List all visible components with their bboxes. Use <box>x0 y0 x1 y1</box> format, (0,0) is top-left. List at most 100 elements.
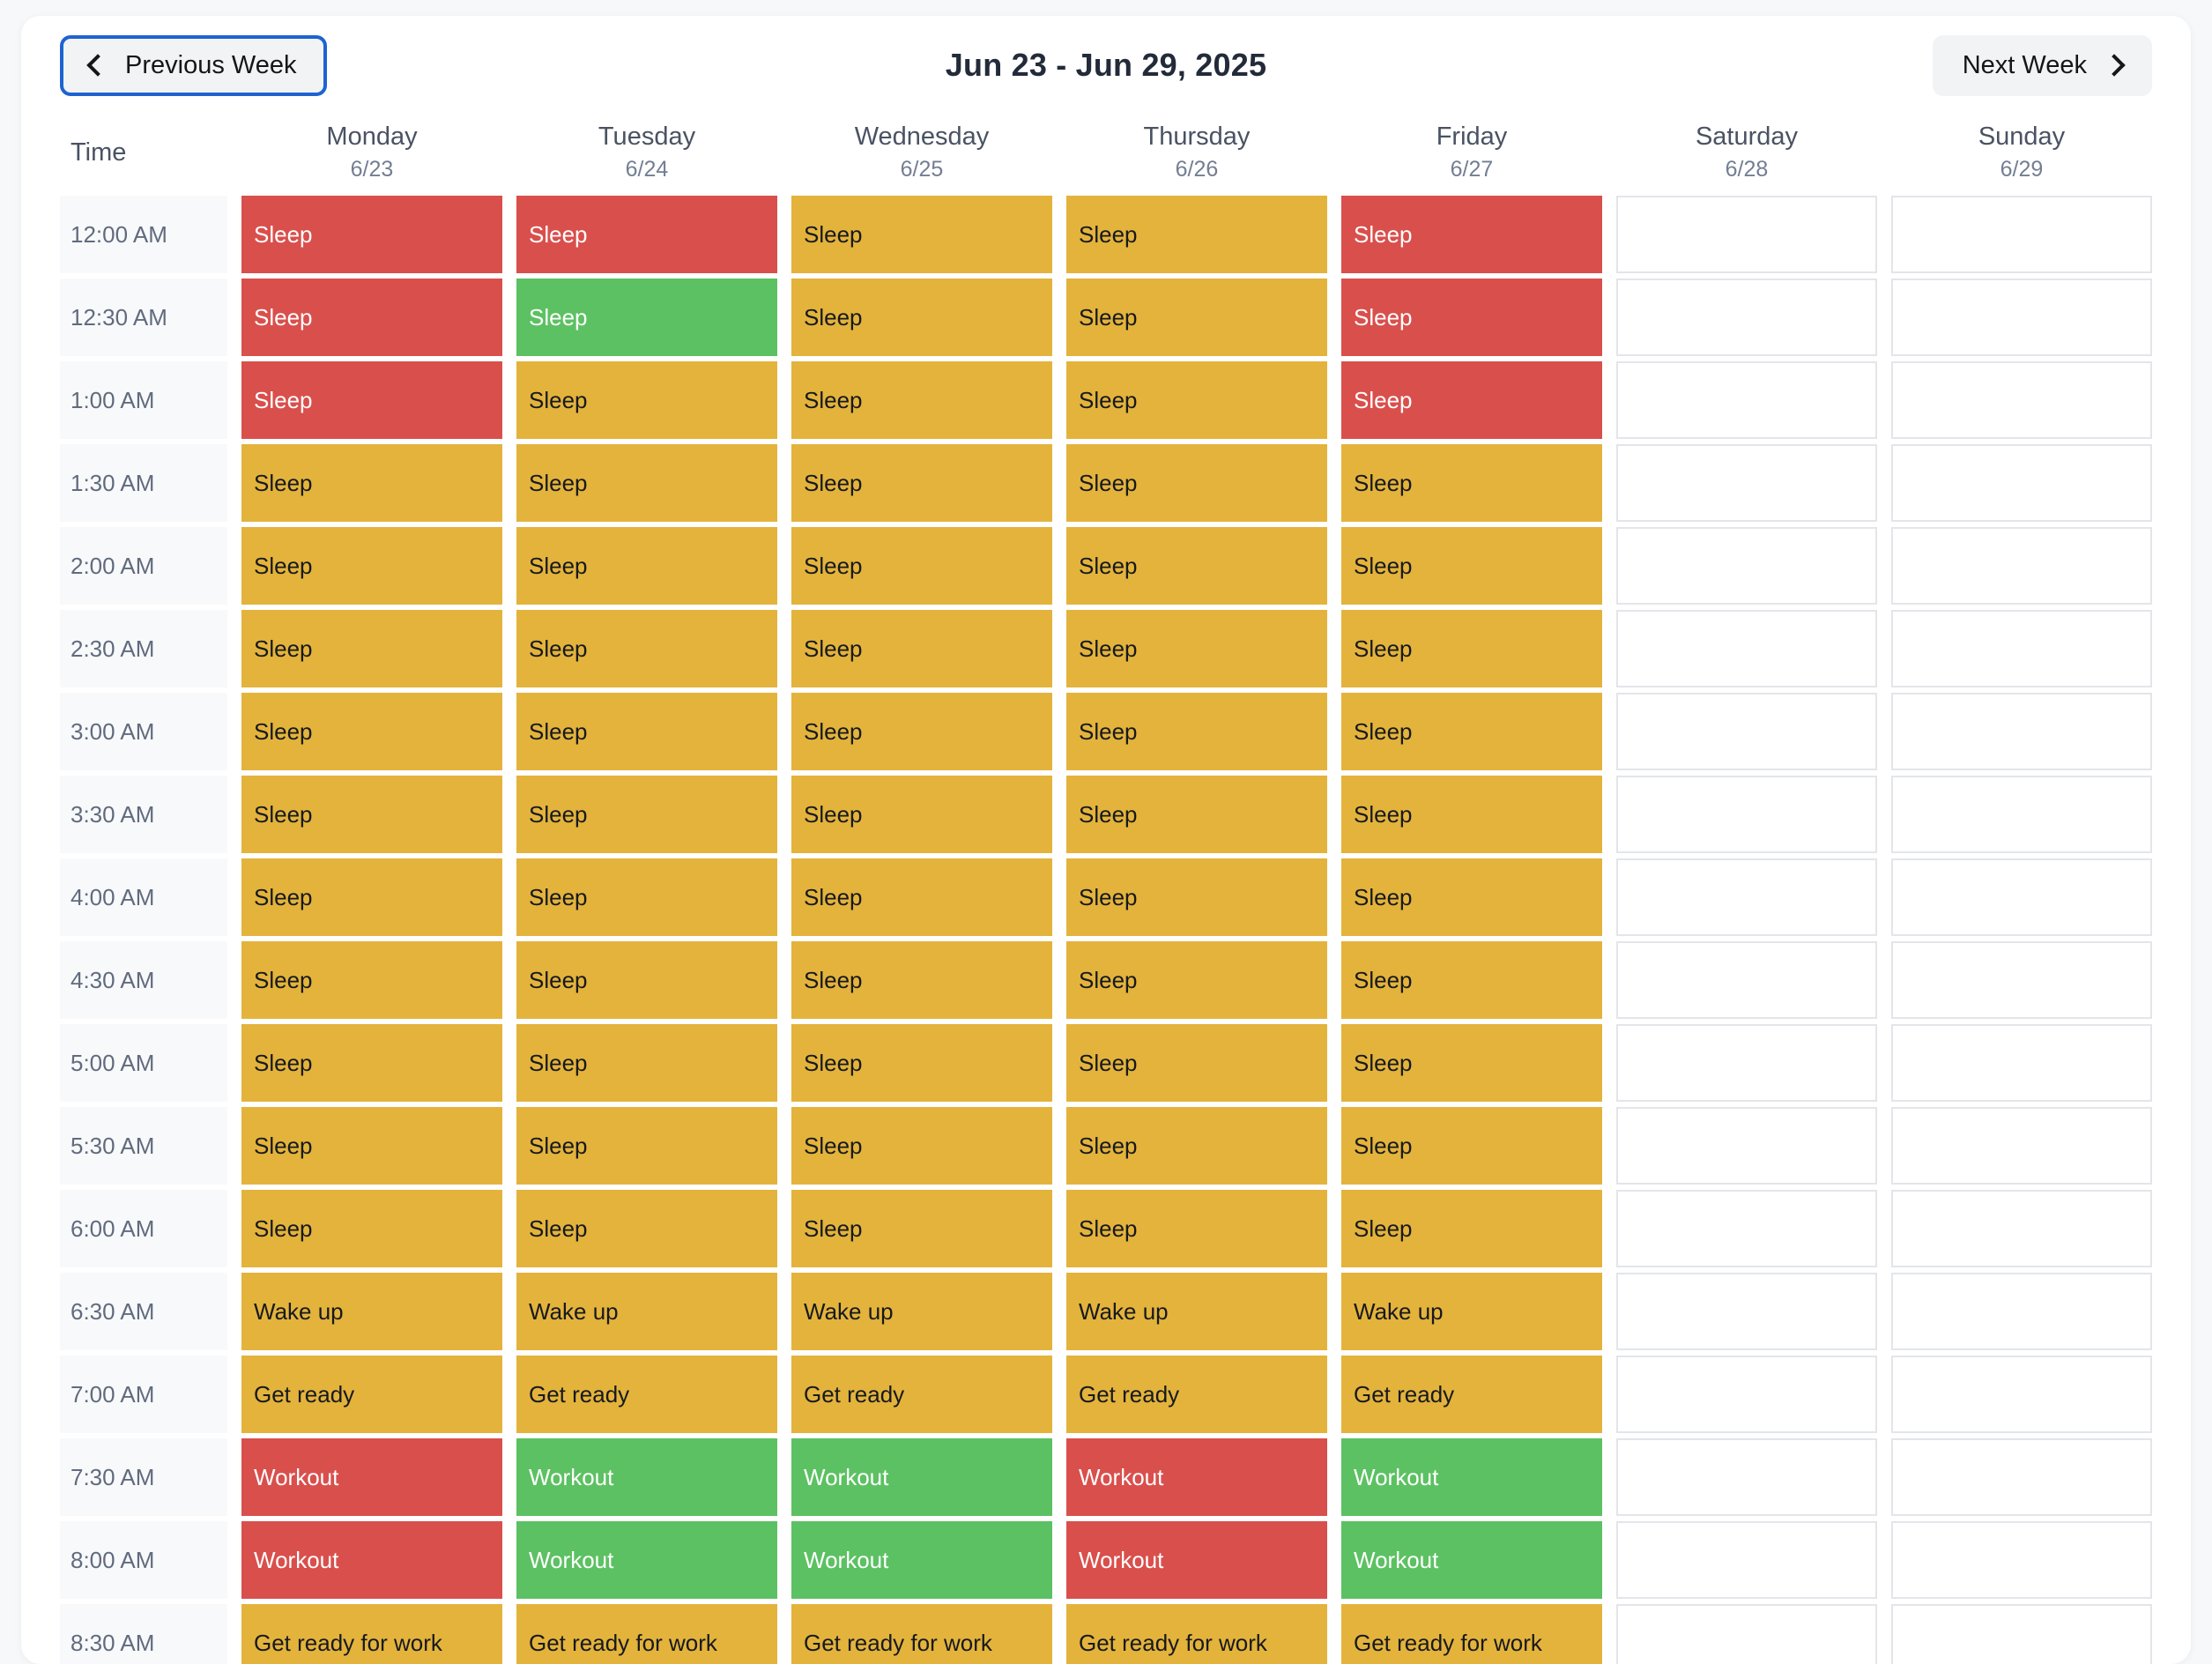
schedule-slot[interactable]: Sleep <box>1341 858 1602 936</box>
schedule-slot[interactable]: Wake up <box>516 1273 777 1350</box>
schedule-slot-empty[interactable] <box>1891 196 2152 273</box>
schedule-slot[interactable]: Get ready <box>791 1356 1052 1433</box>
schedule-slot[interactable]: Get ready <box>241 1356 502 1433</box>
schedule-slot-empty[interactable] <box>1616 444 1877 522</box>
schedule-slot-empty[interactable] <box>1616 941 1877 1019</box>
schedule-slot[interactable]: Sleep <box>516 858 777 936</box>
schedule-slot[interactable]: Sleep <box>241 196 502 273</box>
schedule-slot-empty[interactable] <box>1891 1273 2152 1350</box>
next-week-button[interactable]: Next Week <box>1932 34 2152 96</box>
schedule-slot[interactable]: Get ready for work <box>791 1604 1052 1664</box>
schedule-slot[interactable]: Sleep <box>516 1024 777 1102</box>
schedule-slot-empty[interactable] <box>1616 1273 1877 1350</box>
schedule-slot[interactable]: Sleep <box>1066 1107 1327 1185</box>
schedule-slot[interactable]: Workout <box>516 1521 777 1599</box>
schedule-slot-empty[interactable] <box>1891 1024 2152 1102</box>
schedule-slot-empty[interactable] <box>1616 361 1877 439</box>
schedule-slot[interactable]: Get ready for work <box>241 1604 502 1664</box>
schedule-slot-empty[interactable] <box>1891 1107 2152 1185</box>
schedule-slot[interactable]: Sleep <box>791 693 1052 770</box>
schedule-slot-empty[interactable] <box>1616 1438 1877 1516</box>
schedule-slot[interactable]: Sleep <box>516 1107 777 1185</box>
schedule-slot-empty[interactable] <box>1891 1356 2152 1433</box>
schedule-slot[interactable]: Sleep <box>241 858 502 936</box>
schedule-slot[interactable]: Sleep <box>516 776 777 853</box>
schedule-slot-empty[interactable] <box>1616 858 1877 936</box>
schedule-slot[interactable]: Sleep <box>791 444 1052 522</box>
schedule-slot[interactable]: Sleep <box>791 527 1052 605</box>
schedule-slot[interactable]: Sleep <box>241 1024 502 1102</box>
schedule-slot-empty[interactable] <box>1616 776 1877 853</box>
schedule-slot[interactable]: Get ready for work <box>1341 1604 1602 1664</box>
schedule-slot[interactable]: Sleep <box>1341 776 1602 853</box>
schedule-slot[interactable]: Workout <box>1341 1521 1602 1599</box>
schedule-slot[interactable]: Sleep <box>791 858 1052 936</box>
schedule-slot-empty[interactable] <box>1891 858 2152 936</box>
schedule-slot[interactable]: Sleep <box>516 361 777 439</box>
schedule-slot[interactable]: Sleep <box>241 1107 502 1185</box>
schedule-slot[interactable]: Sleep <box>241 1190 502 1267</box>
schedule-slot[interactable]: Workout <box>1066 1521 1327 1599</box>
schedule-slot[interactable]: Sleep <box>791 776 1052 853</box>
schedule-slot[interactable]: Sleep <box>791 279 1052 356</box>
schedule-slot[interactable]: Sleep <box>1341 941 1602 1019</box>
schedule-slot[interactable]: Sleep <box>1341 693 1602 770</box>
schedule-slot[interactable]: Wake up <box>791 1273 1052 1350</box>
schedule-slot[interactable]: Sleep <box>1341 279 1602 356</box>
schedule-slot[interactable]: Get ready <box>516 1356 777 1433</box>
schedule-slot[interactable]: Sleep <box>1066 279 1327 356</box>
schedule-slot-empty[interactable] <box>1616 1356 1877 1433</box>
schedule-slot[interactable]: Sleep <box>241 444 502 522</box>
schedule-slot[interactable]: Sleep <box>241 610 502 687</box>
schedule-slot[interactable]: Sleep <box>516 444 777 522</box>
schedule-slot[interactable]: Wake up <box>1066 1273 1327 1350</box>
schedule-slot[interactable]: Sleep <box>241 776 502 853</box>
schedule-slot[interactable]: Sleep <box>516 196 777 273</box>
schedule-slot-empty[interactable] <box>1891 1604 2152 1664</box>
schedule-slot[interactable]: Sleep <box>1066 1024 1327 1102</box>
schedule-slot[interactable]: Sleep <box>241 279 502 356</box>
schedule-slot[interactable]: Get ready <box>1341 1356 1602 1433</box>
schedule-slot[interactable]: Sleep <box>1341 610 1602 687</box>
schedule-slot-empty[interactable] <box>1891 693 2152 770</box>
schedule-slot[interactable]: Sleep <box>1066 527 1327 605</box>
schedule-slot[interactable]: Sleep <box>241 361 502 439</box>
schedule-slot[interactable]: Sleep <box>516 279 777 356</box>
schedule-slot[interactable]: Sleep <box>1341 361 1602 439</box>
schedule-slot[interactable]: Sleep <box>1066 1190 1327 1267</box>
schedule-slot-empty[interactable] <box>1616 1190 1877 1267</box>
schedule-slot[interactable]: Workout <box>791 1521 1052 1599</box>
schedule-slot-empty[interactable] <box>1616 693 1877 770</box>
schedule-slot-empty[interactable] <box>1891 1190 2152 1267</box>
schedule-slot[interactable]: Get ready for work <box>516 1604 777 1664</box>
schedule-slot-empty[interactable] <box>1616 1521 1877 1599</box>
schedule-slot[interactable]: Sleep <box>516 610 777 687</box>
schedule-slot[interactable]: Wake up <box>241 1273 502 1350</box>
schedule-slot-empty[interactable] <box>1616 1107 1877 1185</box>
schedule-slot[interactable]: Sleep <box>1066 693 1327 770</box>
schedule-slot-empty[interactable] <box>1891 444 2152 522</box>
schedule-slot[interactable]: Get ready <box>1066 1356 1327 1433</box>
schedule-slot-empty[interactable] <box>1616 196 1877 273</box>
schedule-slot[interactable]: Sleep <box>241 941 502 1019</box>
schedule-slot[interactable]: Sleep <box>791 610 1052 687</box>
schedule-slot[interactable]: Workout <box>791 1438 1052 1516</box>
schedule-slot-empty[interactable] <box>1891 1438 2152 1516</box>
schedule-slot[interactable]: Workout <box>516 1438 777 1516</box>
schedule-slot[interactable]: Sleep <box>1066 361 1327 439</box>
schedule-slot[interactable]: Wake up <box>1341 1273 1602 1350</box>
schedule-slot[interactable]: Sleep <box>516 693 777 770</box>
schedule-slot-empty[interactable] <box>1616 279 1877 356</box>
previous-week-button[interactable]: Previous Week <box>60 34 327 96</box>
schedule-slot[interactable]: Sleep <box>516 1190 777 1267</box>
schedule-slot-empty[interactable] <box>1891 1521 2152 1599</box>
schedule-slot[interactable]: Sleep <box>516 941 777 1019</box>
schedule-slot-empty[interactable] <box>1891 610 2152 687</box>
schedule-slot[interactable]: Sleep <box>241 693 502 770</box>
schedule-slot[interactable]: Sleep <box>1066 941 1327 1019</box>
schedule-slot[interactable]: Sleep <box>791 1107 1052 1185</box>
schedule-slot-empty[interactable] <box>1891 279 2152 356</box>
schedule-slot[interactable]: Sleep <box>1341 1107 1602 1185</box>
schedule-slot[interactable]: Sleep <box>516 527 777 605</box>
schedule-slot[interactable]: Sleep <box>1066 858 1327 936</box>
